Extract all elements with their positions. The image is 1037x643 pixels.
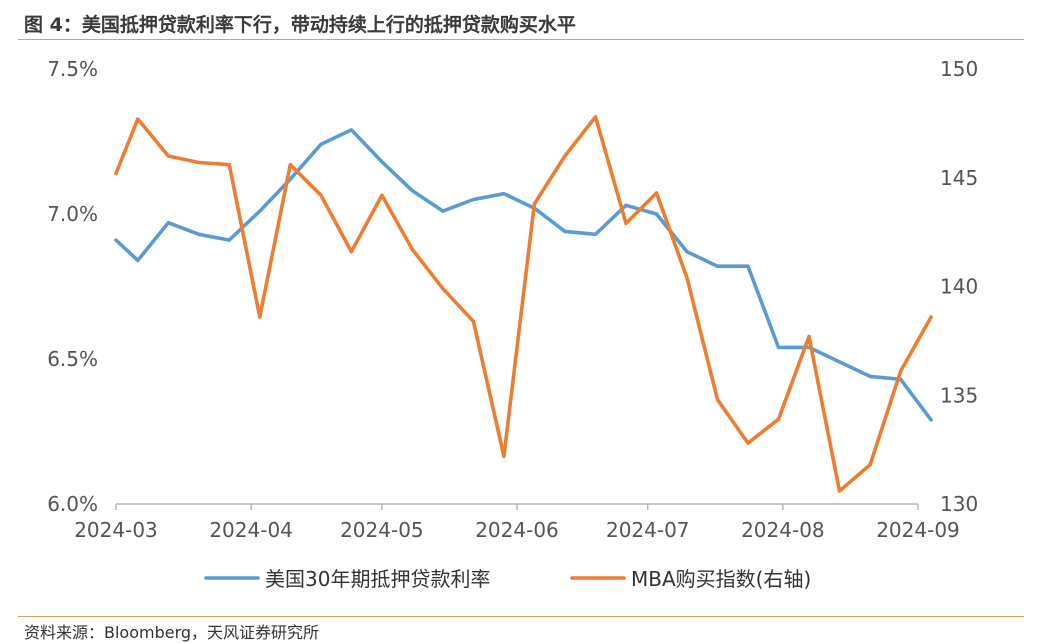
x-tick-label: 2024-08 xyxy=(741,518,825,542)
series-line-mortgage-rate xyxy=(114,128,933,422)
x-tick-label: 2024-05 xyxy=(340,518,424,542)
y-right-tick-label: 140 xyxy=(940,275,978,299)
source-note: 资料来源：Bloomberg，天风证券研究所 xyxy=(24,623,320,642)
chart-axes: 2024-03 2024-04 2024-05 2024-06 2024-07 2024-… xyxy=(47,57,978,542)
chart-series xyxy=(114,115,933,493)
y-left-tick-label: 6.5% xyxy=(47,347,98,371)
y-right-tick-label: 145 xyxy=(940,166,978,190)
x-tick-label: 2024-07 xyxy=(606,518,690,542)
figure-title: 图 4：美国抵押贷款利率下行，带动持续上行的抵押贷款购买水平 xyxy=(24,14,576,36)
y-right-tick-label: 130 xyxy=(940,492,978,516)
chart-legend: 美国30年期抵押贷款利率 MBA购买指数(右轴) xyxy=(204,567,811,591)
x-tick-label: 2024-06 xyxy=(475,518,559,542)
x-tick-label: 2024-03 xyxy=(74,518,158,542)
y-left-tick-label: 7.5% xyxy=(47,57,98,81)
x-tick-label: 2024-09 xyxy=(876,518,960,542)
line-chart: 2024-03 2024-04 2024-05 2024-06 2024-07 2024-… xyxy=(47,57,978,591)
y-right-tick-label: 135 xyxy=(940,383,978,407)
x-tick-label: 2024-04 xyxy=(209,518,293,542)
y-left-tick-label: 7.0% xyxy=(47,202,98,226)
source-divider xyxy=(18,616,1024,617)
title-divider xyxy=(18,39,1024,40)
legend-label: 美国30年期抵押贷款利率 xyxy=(265,567,490,591)
legend-label: MBA购买指数(右轴) xyxy=(631,567,811,591)
y-left-tick-label: 6.0% xyxy=(47,492,98,516)
y-right-tick-label: 150 xyxy=(940,57,978,81)
series-line-mba-index xyxy=(114,115,933,493)
